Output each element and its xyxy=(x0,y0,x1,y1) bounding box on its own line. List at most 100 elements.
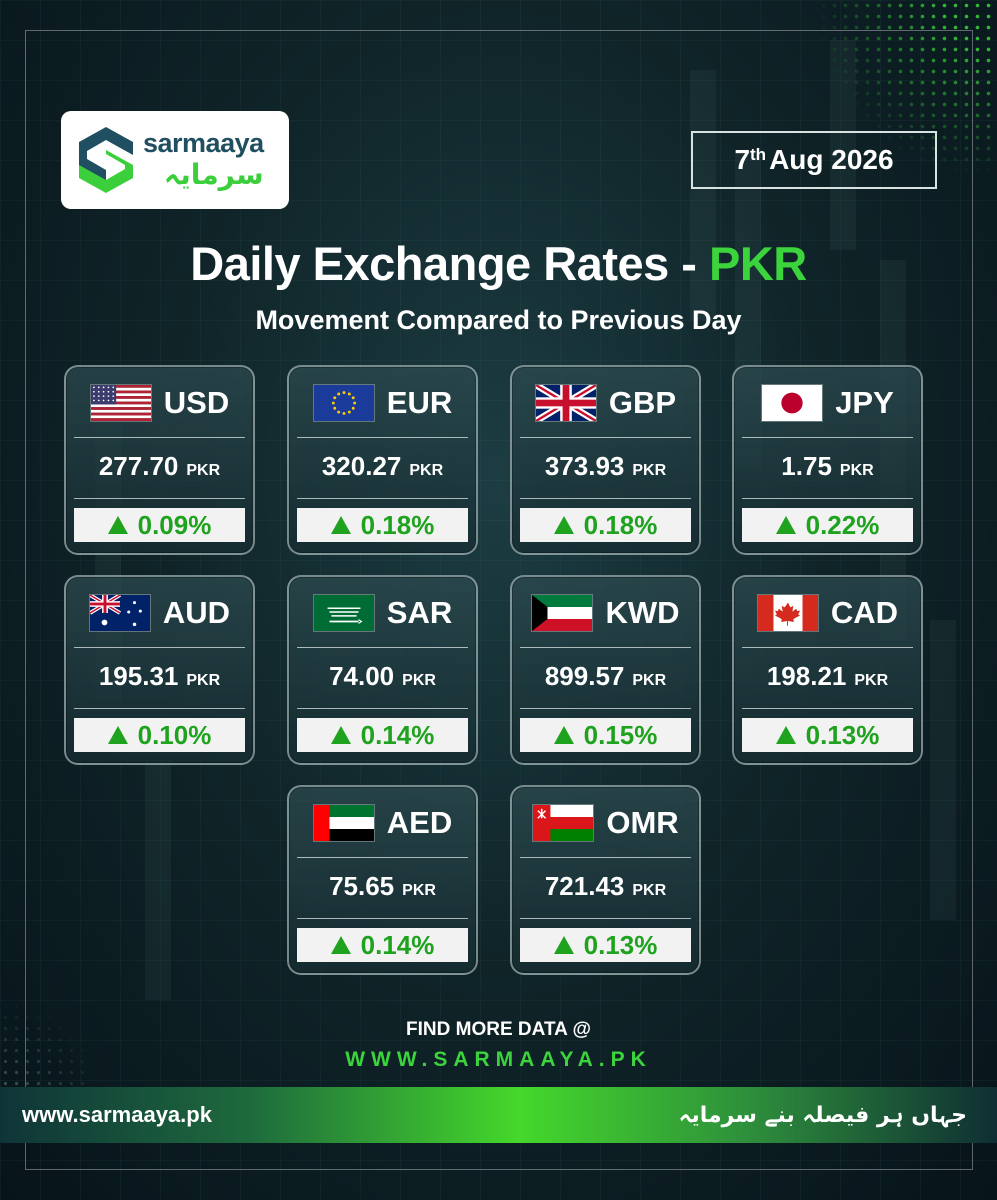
rate-unit: PKR xyxy=(186,462,221,479)
rate-card-gbp: GBP 373.93 PKR 0.18% xyxy=(510,365,701,555)
change-badge: 0.14% xyxy=(297,718,468,752)
rate-value: 74.00 xyxy=(329,661,395,691)
card-header: AUD xyxy=(66,587,253,639)
uk-flag-icon xyxy=(534,384,597,422)
card-header: CAD xyxy=(734,587,921,639)
rate-value: 721.43 xyxy=(544,871,625,901)
change-value: 0.22% xyxy=(805,509,880,540)
rate-value: 1.75 xyxy=(781,451,832,481)
divider xyxy=(297,857,468,858)
rate-card-aed: AED 75.65 PKR 0.14% xyxy=(287,785,478,975)
rate-unit: PKR xyxy=(402,882,436,899)
rate-card-usd: USD 277.70 PKR 0.09% xyxy=(64,365,255,555)
change-value: 0.14% xyxy=(360,929,435,960)
up-arrow-icon xyxy=(330,726,351,744)
title-main: Daily Exchange Rates - xyxy=(190,237,710,290)
up-arrow-icon xyxy=(553,726,574,744)
up-arrow-icon xyxy=(553,516,574,534)
rate-unit: PKR xyxy=(186,672,221,689)
date-rest: Aug 2026 xyxy=(769,144,894,175)
rate-value: 195.31 xyxy=(98,661,179,691)
up-arrow-icon xyxy=(775,726,796,744)
up-arrow-icon xyxy=(330,516,351,534)
divider xyxy=(74,498,245,499)
rate-unit: PKR xyxy=(632,462,667,479)
currency-code: CAD xyxy=(830,595,899,630)
card-header: KWD xyxy=(512,587,699,639)
rate-unit: PKR xyxy=(632,672,667,689)
rate-value: 198.21 xyxy=(766,661,847,691)
footer-tagline: جہاں ہر فیصلہ بنے سرمایہ xyxy=(678,1102,967,1128)
rate-card-aud: AUD 195.31 PKR 0.10% xyxy=(64,575,255,765)
card-header: GBP xyxy=(512,377,699,429)
rate-unit: PKR xyxy=(409,462,444,479)
change-value: 0.15% xyxy=(583,719,658,750)
sarmaaya-logo-mark-icon xyxy=(79,127,133,193)
currency-code: GBP xyxy=(608,385,677,420)
change-badge: 0.09% xyxy=(74,508,245,542)
currency-code: AED xyxy=(386,805,453,840)
footer-url[interactable]: www.sarmaaya.pk xyxy=(22,1102,212,1127)
change-badge: 0.10% xyxy=(74,718,245,752)
divider xyxy=(297,708,468,709)
currency-code: KWD xyxy=(605,595,680,630)
rate-value: 277.70 xyxy=(98,451,179,481)
divider xyxy=(520,498,691,499)
content-frame xyxy=(25,30,973,1170)
page-title: Daily Exchange Rates - PKR xyxy=(0,236,997,291)
change-badge: 0.14% xyxy=(297,928,468,962)
rate-row: 1.75 PKR xyxy=(734,451,921,487)
find-more-label: FIND MORE DATA @ xyxy=(406,1019,591,1040)
divider xyxy=(742,498,913,499)
eu-flag-icon xyxy=(312,384,375,422)
kw-flag-icon xyxy=(531,594,594,632)
dot-pattern-top-right xyxy=(807,0,997,170)
change-value: 0.10% xyxy=(137,719,212,750)
au-flag-icon xyxy=(88,594,151,632)
divider xyxy=(742,647,913,648)
up-arrow-icon xyxy=(330,936,351,954)
currency-code: SAR xyxy=(386,595,453,630)
rate-value: 320.27 xyxy=(321,451,402,481)
rate-row: 899.57 PKR xyxy=(512,661,699,697)
divider xyxy=(74,437,245,438)
rate-value: 373.93 xyxy=(544,451,625,481)
rate-row: 277.70 PKR xyxy=(66,451,253,487)
website-caps-link[interactable]: WWW.SARMAAYA.PK xyxy=(345,1048,652,1071)
change-badge: 0.22% xyxy=(742,508,913,542)
change-value: 0.09% xyxy=(137,509,212,540)
rate-card-sar: SAR 74.00 PKR 0.14% xyxy=(287,575,478,765)
divider xyxy=(520,437,691,438)
footer-bar: www.sarmaaya.pk جہاں ہر فیصلہ بنے سرمایہ xyxy=(0,1087,997,1143)
rate-row: 198.21 PKR xyxy=(734,661,921,697)
rate-value: 75.65 xyxy=(329,871,395,901)
divider xyxy=(74,708,245,709)
divider xyxy=(297,498,468,499)
divider xyxy=(742,437,913,438)
om-flag-icon xyxy=(532,804,595,842)
card-header: USD xyxy=(66,377,253,429)
change-badge: 0.18% xyxy=(297,508,468,542)
date-suffix: th xyxy=(750,145,767,164)
divider xyxy=(520,708,691,709)
card-header: SAR xyxy=(289,587,476,639)
page-subtitle: Movement Compared to Previous Day xyxy=(255,305,742,335)
up-arrow-icon xyxy=(775,516,796,534)
rate-row: 721.43 PKR xyxy=(512,871,699,907)
rate-unit: PKR xyxy=(632,882,667,899)
currency-code: EUR xyxy=(386,385,453,420)
change-badge: 0.15% xyxy=(520,718,691,752)
up-arrow-icon xyxy=(107,516,128,534)
rate-unit: PKR xyxy=(854,672,889,689)
change-badge: 0.13% xyxy=(742,718,913,752)
card-header: OMR xyxy=(512,797,699,849)
rate-row: 75.65 PKR xyxy=(289,871,476,907)
up-arrow-icon xyxy=(107,726,128,744)
divider xyxy=(520,857,691,858)
rate-card-cad: CAD 198.21 PKR 0.13% xyxy=(732,575,923,765)
rate-value: 899.57 xyxy=(544,661,625,691)
title-accent: PKR xyxy=(709,237,807,290)
date-day: 7 xyxy=(734,144,751,175)
divider xyxy=(297,918,468,919)
